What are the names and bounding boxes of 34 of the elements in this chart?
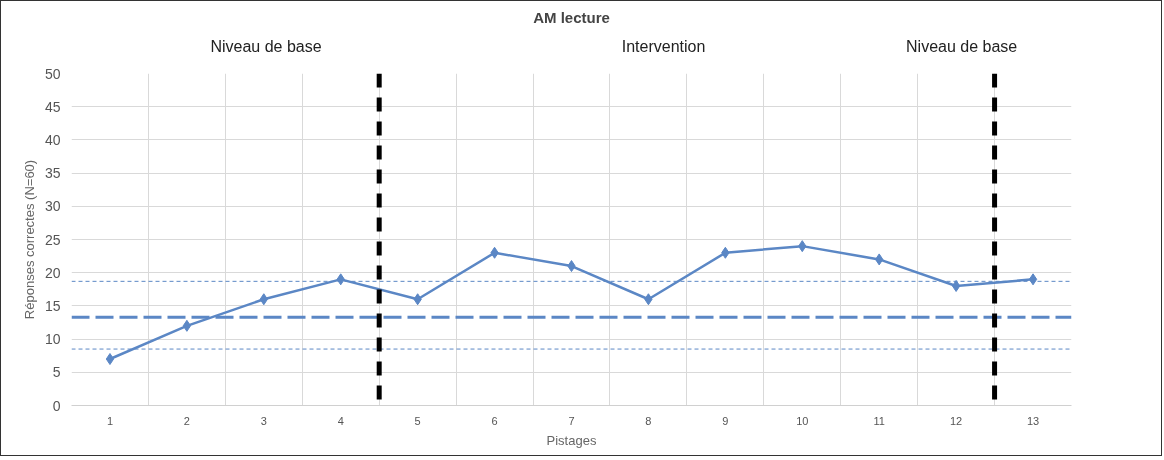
y-tick-label: 15 bbox=[44, 297, 61, 314]
y-tick-label: 0 bbox=[52, 397, 61, 414]
y-axis-title: Réponses correctes (N=60) bbox=[21, 159, 37, 320]
x-tick-label: 5 bbox=[414, 414, 421, 427]
x-tick-label: 12 bbox=[950, 414, 963, 427]
y-tick-label: 30 bbox=[44, 198, 61, 215]
y-tick-label: 50 bbox=[44, 65, 61, 82]
text: Niveau de base bbox=[906, 38, 1018, 56]
y-tick-label: 35 bbox=[44, 165, 61, 182]
point bbox=[105, 353, 115, 366]
x-tick-label: 4 bbox=[337, 414, 344, 427]
point bbox=[951, 279, 961, 292]
x-axis-title: Pistages bbox=[546, 432, 597, 448]
y-tick-label: 25 bbox=[44, 231, 61, 248]
x-tick-label: 8 bbox=[645, 414, 652, 427]
x-tick-label: 11 bbox=[873, 414, 885, 427]
y-tick-label: 5 bbox=[52, 364, 61, 381]
point bbox=[1028, 273, 1038, 286]
x-tick-label: 2 bbox=[183, 414, 190, 427]
y-tick-label: 10 bbox=[44, 331, 61, 348]
point bbox=[182, 319, 192, 332]
x-tick-label: 9 bbox=[722, 414, 729, 427]
x-tick-label: 7 bbox=[568, 414, 575, 427]
y-tick-label: 20 bbox=[44, 264, 61, 281]
x-tick-label: 6 bbox=[491, 414, 498, 427]
y-tick-label: 40 bbox=[44, 131, 61, 148]
x-tick-label: 10 bbox=[796, 414, 809, 427]
text: Niveau de base bbox=[210, 38, 322, 56]
x-tick-label: 13 bbox=[1026, 414, 1040, 427]
y-tick-label: 45 bbox=[44, 98, 61, 115]
x-tick-label: 3 bbox=[260, 414, 267, 427]
text: Intervention bbox=[621, 38, 706, 56]
x-tick-label: 1 bbox=[106, 414, 114, 427]
chart-title: AM lecture bbox=[533, 8, 610, 26]
